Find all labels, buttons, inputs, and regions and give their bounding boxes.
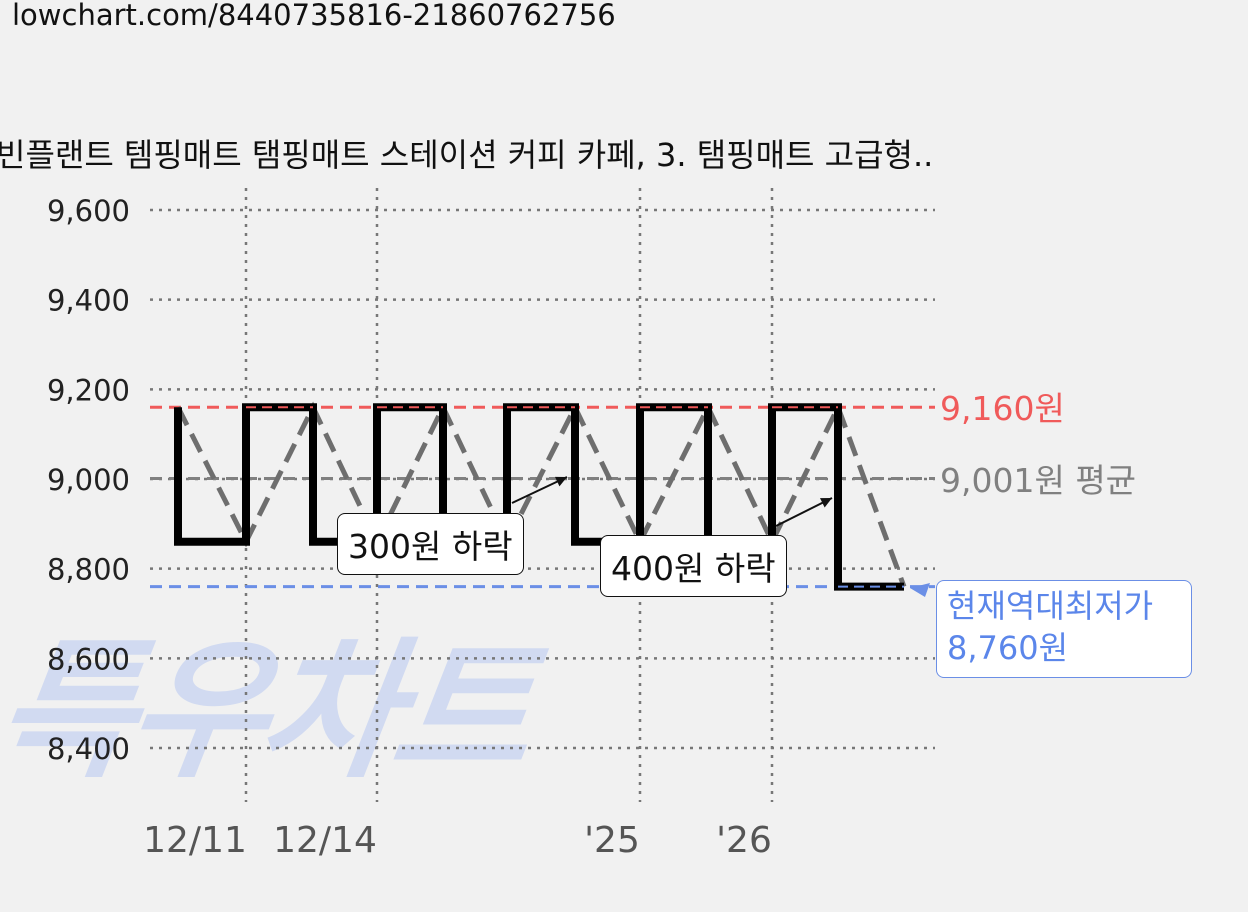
y-tick-label: 8,600 — [47, 642, 130, 676]
y-tick-label: 8,400 — [47, 732, 130, 766]
x-tick-label: 12/14 — [273, 820, 377, 861]
x-tick-label: '26 — [716, 820, 772, 861]
drop-callout-300: 300원 하락 — [337, 513, 524, 575]
current-lowest-title: 현재역대최저가 — [947, 587, 1154, 625]
current-low-pointer — [910, 583, 930, 597]
drop-arrow-300-head — [555, 476, 567, 487]
price-trend-dashed-line — [175, 400, 907, 588]
max-price-label: 9,160원 — [940, 389, 1065, 428]
y-tick-label: 8,800 — [47, 553, 130, 587]
chart-title: 빈플랜트 템핑매트 탬핑매트 스테이션 커피 카페, 3. 탬핑매트 고급형.. — [0, 136, 934, 174]
y-tick-label: 9,200 — [47, 373, 130, 407]
x-tick-label: '25 — [584, 820, 640, 861]
current-lowest-price-box: 현재역대최저가 8,760원 — [936, 580, 1192, 678]
y-tick-label: 9,600 — [47, 194, 130, 228]
x-tick-label: 12/11 — [143, 820, 247, 861]
average-price-label: 9,001원 평균 — [940, 461, 1137, 500]
source-url: lowchart.com/8440735816-21860762756 — [12, 0, 616, 32]
y-tick-label: 9,000 — [47, 463, 130, 497]
drop-arrow-400-head — [820, 498, 832, 508]
drop-callout-400: 400원 하락 — [600, 535, 787, 597]
current-lowest-value: 8,760원 — [947, 629, 1069, 667]
y-tick-label: 9,400 — [47, 284, 130, 318]
